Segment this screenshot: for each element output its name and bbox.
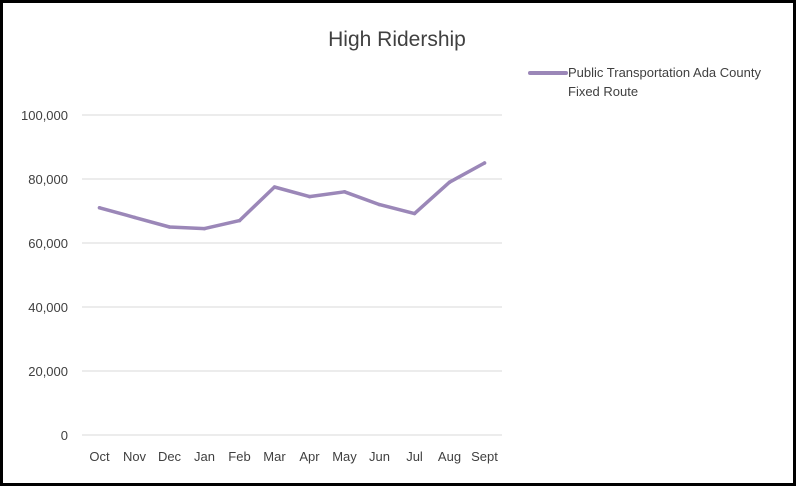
x-tick-label: Sept [471,449,498,464]
data-point [412,211,417,216]
data-point [342,190,347,194]
chart-title: High Ridership [328,28,466,51]
data-point [132,215,137,220]
x-axis-ticks: Oct Nov Dec Jan Feb Mar Apr May Jun Jul Aug Sept [89,449,498,464]
x-tick-label: May [332,449,357,464]
data-point [447,180,452,184]
gridlines [82,114,502,436]
data-point [272,185,277,189]
x-tick-label: Feb [228,449,250,464]
series-group [97,161,487,231]
x-tick-label: Mar [263,449,286,464]
series-line [97,161,487,231]
legend: Public Transportation Ada County Fixed R… [528,65,761,99]
y-axis-ticks: 0 20,000 40,000 60,000 80,000 100,000 [21,108,68,443]
x-tick-label: Jun [369,449,390,464]
data-point [97,206,102,210]
data-point [237,218,242,223]
data-point [482,161,487,165]
y-tick-label: 80,000 [28,172,68,187]
x-tick-label: Nov [123,449,147,464]
x-tick-label: Aug [438,449,461,464]
y-tick-label: 100,000 [21,108,68,123]
legend-label-line-1: Public Transportation Ada County [568,65,761,80]
y-tick-label: 60,000 [28,236,68,251]
data-point [167,225,172,229]
y-tick-label: 0 [61,428,68,443]
x-tick-label: Jan [194,449,215,464]
data-point [307,194,312,199]
x-tick-label: Dec [158,449,182,464]
x-tick-label: Jul [406,449,423,464]
x-tick-label: Oct [89,449,110,464]
y-tick-label: 20,000 [28,364,68,379]
data-point [202,226,207,231]
x-tick-label: Apr [299,449,320,464]
y-tick-label: 40,000 [28,300,68,315]
data-point [377,202,382,207]
legend-label-line-2: Fixed Route [568,84,638,99]
